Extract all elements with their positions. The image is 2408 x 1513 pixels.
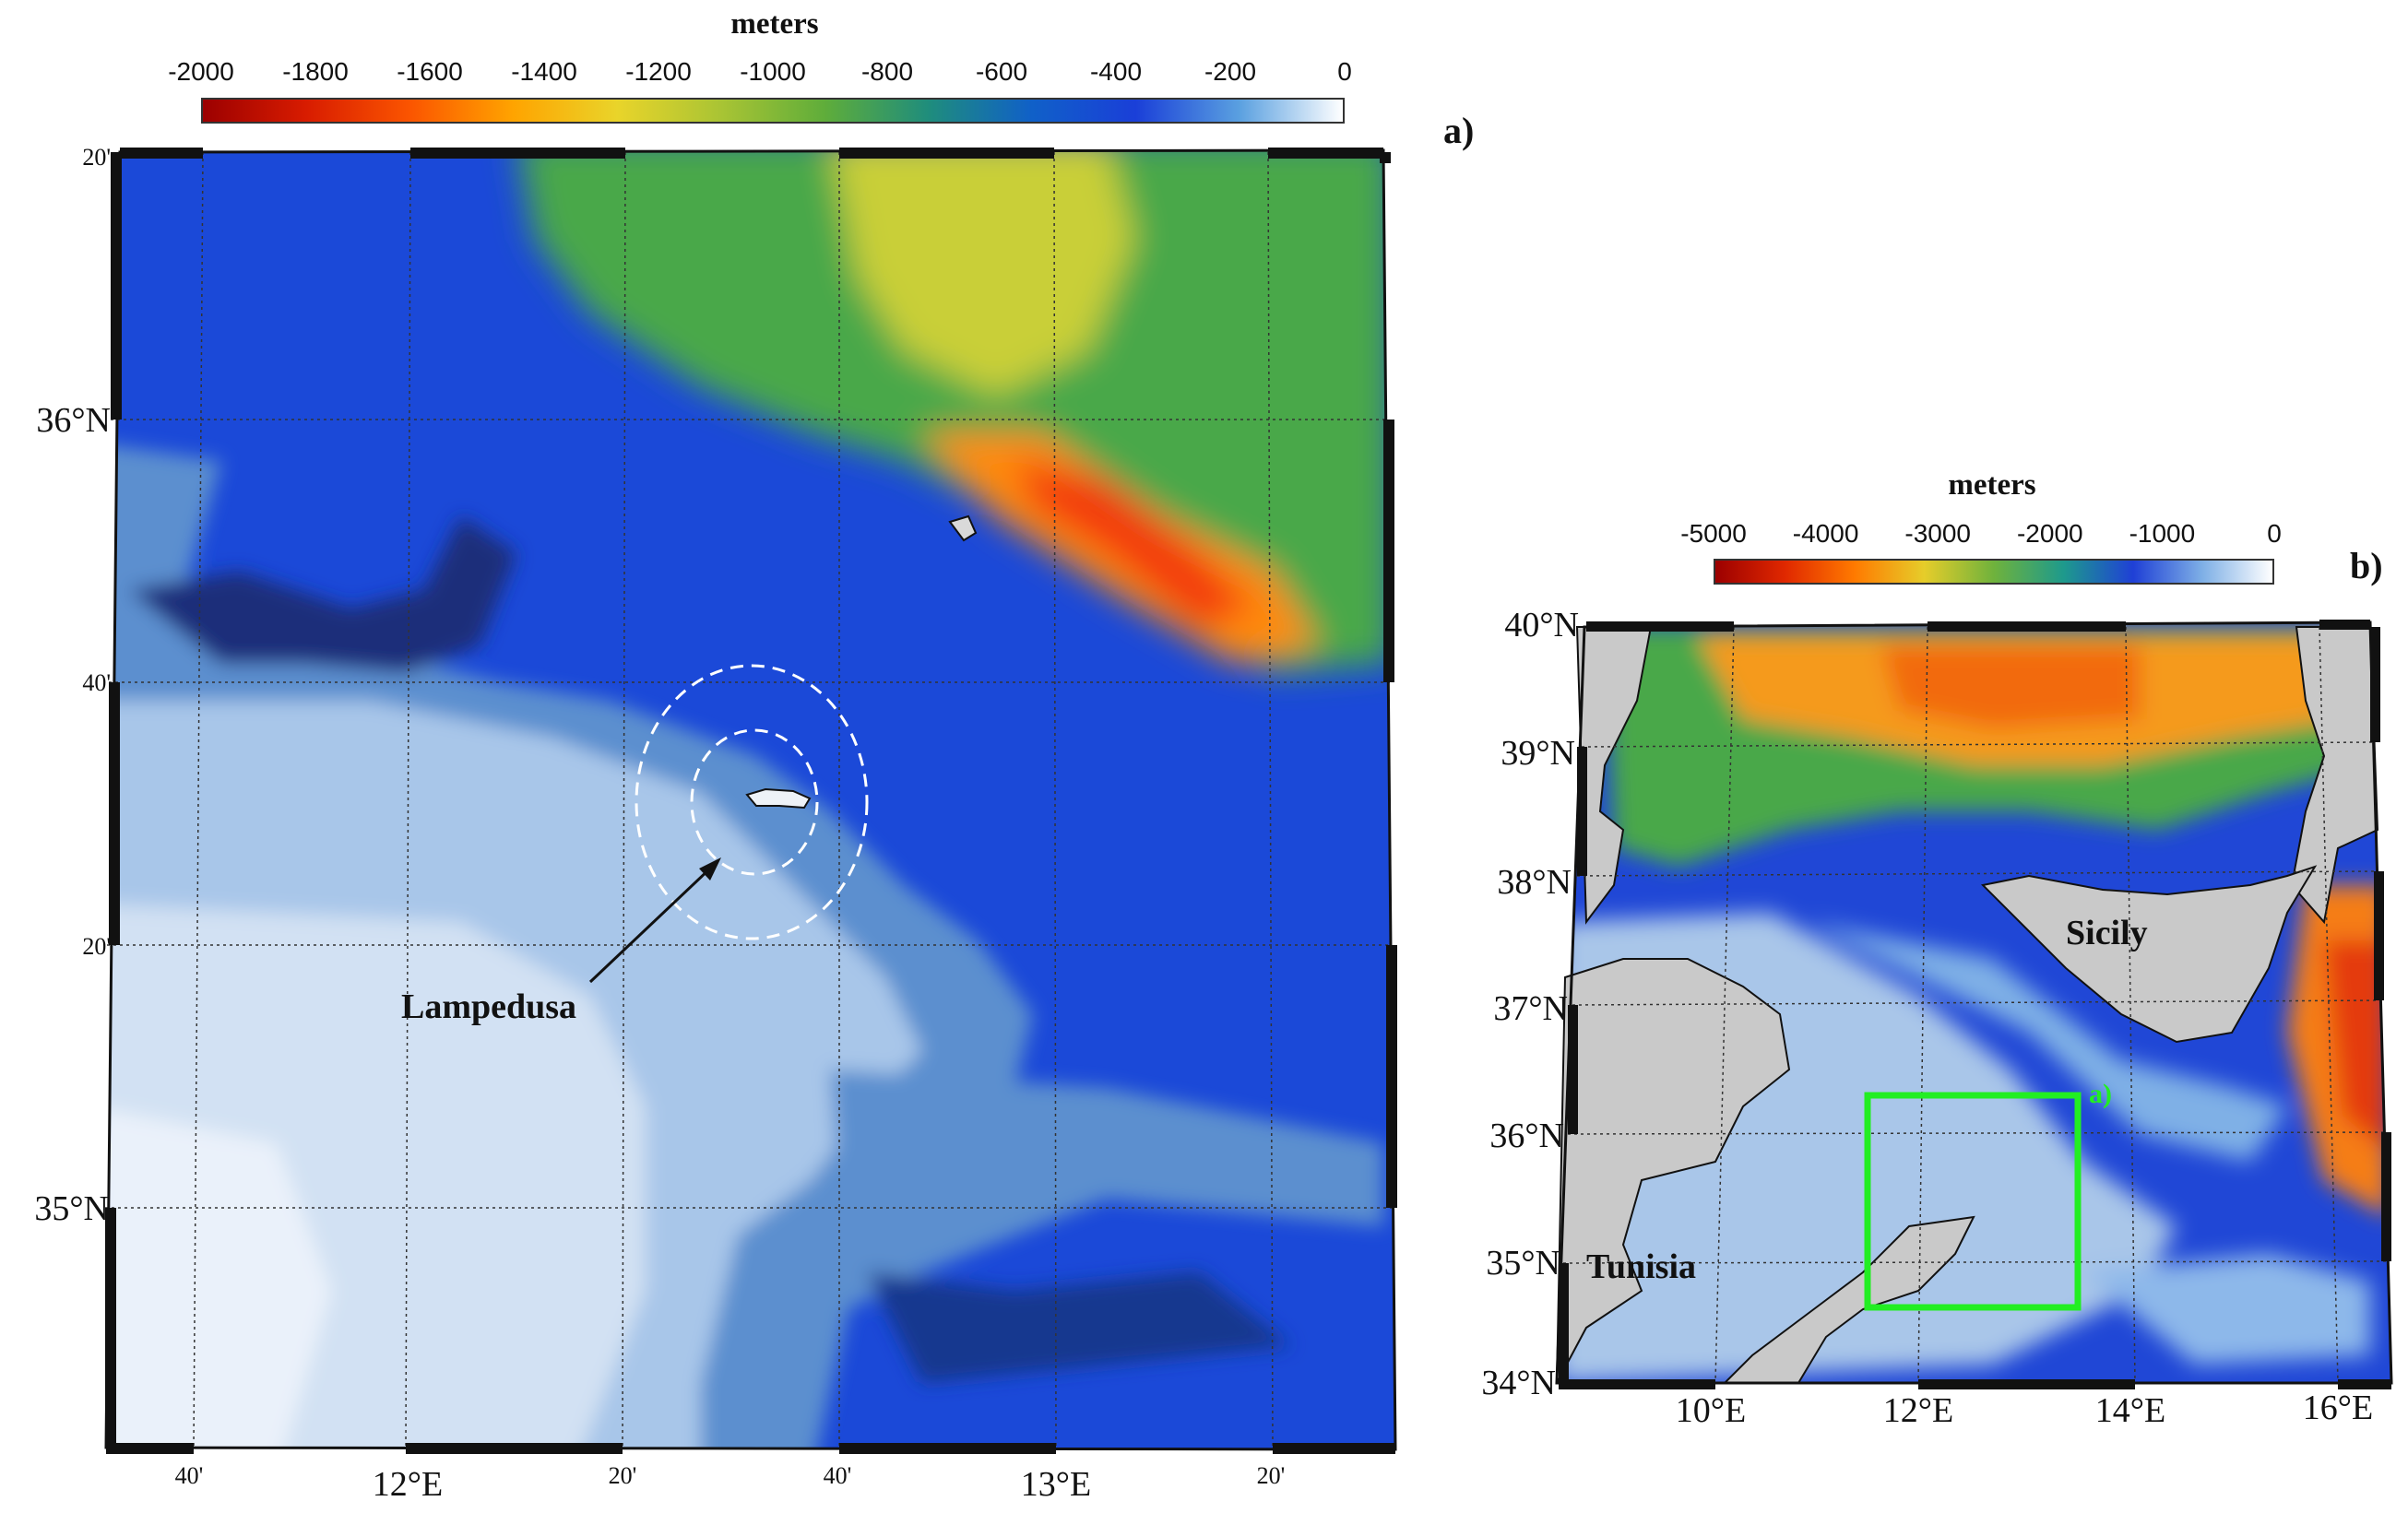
lon-label-a-4: 40' xyxy=(823,1462,852,1489)
colorbar-b-tick-5: 0 xyxy=(2267,519,2282,548)
colorbar-a-tick-3: -1400 xyxy=(511,57,577,86)
colorbar-b-tick-2: -3000 xyxy=(1904,519,1971,548)
sicily-label: Sicily xyxy=(2066,914,2148,952)
colorbar-b-unit: meters xyxy=(1948,468,2036,502)
lon-label-a-1: 40' xyxy=(174,1462,204,1489)
colorbar-a xyxy=(201,98,1345,124)
colorbar-b xyxy=(1714,559,2274,585)
bathymetry-map-b xyxy=(1555,620,2393,1389)
lon-label-b-2: 12°E xyxy=(1882,1391,1954,1430)
colorbar-a-unit: meters xyxy=(730,7,819,41)
colorbar-a-tick-9: -200 xyxy=(1204,57,1257,86)
colorbar-b-tick-3: -2000 xyxy=(2016,519,2083,548)
lat-label-a-2: 36°N xyxy=(36,401,111,440)
colorbar-a-tick-8: -400 xyxy=(1089,57,1143,86)
inset-box-a xyxy=(1864,1092,2082,1311)
colorbar-a-tick-2: -1600 xyxy=(397,57,463,86)
lampedusa-label: Lampedusa xyxy=(401,987,577,1026)
lat-label-b-6: 35°N xyxy=(1486,1244,1560,1283)
lon-label-a-6: 20' xyxy=(1256,1462,1286,1489)
colorbar-b-tick-0: -5000 xyxy=(1680,519,1747,548)
colorbar-a-tick-10: 0 xyxy=(1337,57,1352,86)
graticule-a xyxy=(105,151,1393,1448)
tunisia-label: Tunisia xyxy=(1586,1247,1697,1286)
lat-label-b-3: 38°N xyxy=(1497,863,1572,902)
lat-label-b-7: 34°N xyxy=(1481,1364,1556,1402)
colorbar-a-tick-0: -2000 xyxy=(168,57,234,86)
lat-label-a-4: 20' xyxy=(82,933,111,960)
lat-label-a-3: 40' xyxy=(82,669,111,696)
colorbar-a-tick-6: -800 xyxy=(860,57,914,86)
lon-label-a-5: 13°E xyxy=(1020,1465,1092,1504)
lon-label-a-2: 12°E xyxy=(372,1465,444,1504)
inner-circle xyxy=(690,728,819,876)
lat-label-b-2: 39°N xyxy=(1501,734,1575,773)
colorbar-b-tick-4: -1000 xyxy=(2129,519,2196,548)
arrow-head xyxy=(699,857,721,881)
colorbar-b-tick-1: -4000 xyxy=(1792,519,1859,548)
lat-label-a-1: 20' xyxy=(82,144,111,171)
lat-label-b-1: 40°N xyxy=(1504,606,1579,644)
lon-label-b-4: 16°E xyxy=(2302,1389,2374,1427)
lat-label-b-5: 36°N xyxy=(1489,1117,1564,1155)
frame-ticks-b xyxy=(1559,620,2391,1389)
colorbar-a-tick-4: -1200 xyxy=(625,57,692,86)
graticule-b xyxy=(1562,626,2390,1384)
land-b xyxy=(1556,626,2379,1384)
colorbar-a-tick-5: -1000 xyxy=(740,57,806,86)
outer-circle xyxy=(635,664,869,940)
lat-label-b-4: 37°N xyxy=(1493,989,1568,1028)
panel-b-label: b) xyxy=(2350,545,2383,586)
colorbar-a-tick-7: -600 xyxy=(975,57,1028,86)
panel-a-label: a) xyxy=(1443,110,1475,151)
lon-label-b-1: 10°E xyxy=(1675,1391,1747,1430)
lon-label-b-3: 14°E xyxy=(2094,1391,2166,1430)
frame-ticks-a xyxy=(105,148,1397,1454)
depth-field-a xyxy=(106,150,1395,1449)
lon-label-a-3: 20' xyxy=(608,1462,637,1489)
lat-label-a-5: 35°N xyxy=(34,1189,109,1228)
inset-label: a) xyxy=(2089,1079,2112,1109)
colorbar-a-tick-1: -1800 xyxy=(282,57,349,86)
bathymetry-map-a xyxy=(104,148,1397,1454)
